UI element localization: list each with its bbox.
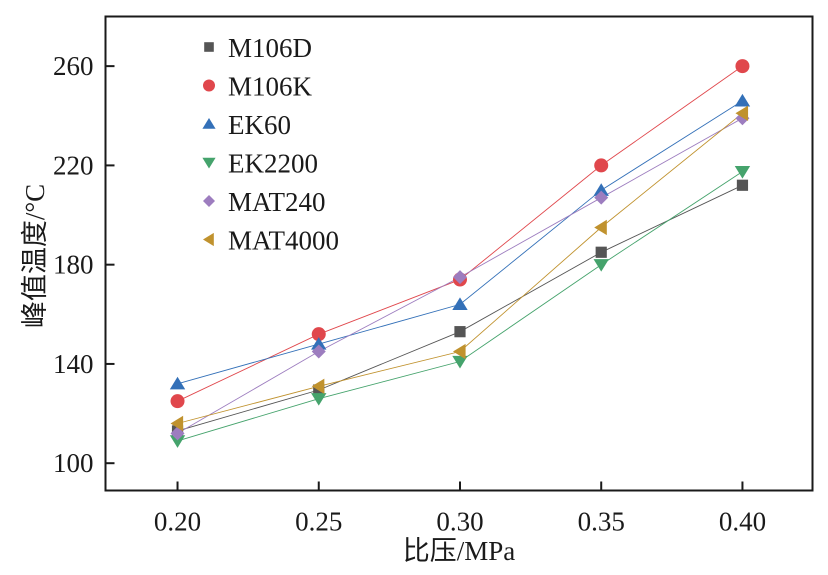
data-point-ek60 [734,93,751,107]
x-axis-title: 比压/MPa [403,536,516,566]
data-point-mat240 [311,344,326,359]
legend-marker-m106d [204,42,214,52]
legend-label: EK60 [228,110,291,140]
data-point-m106d [595,246,607,258]
data-point-m106d [736,179,749,191]
data-point-mat240 [594,190,609,205]
legend-label: EK2200 [228,149,318,179]
data-point-ek2200 [311,393,327,406]
x-axis: 0.20 0.25 0.30 0.35 0.40 [154,481,766,537]
legend-label: MAT240 [228,187,326,217]
data-point-ek2200 [169,435,186,448]
data-point-mat240 [170,426,185,441]
y-tick-label: 140 [53,349,94,379]
data-point-mat4000 [452,343,466,360]
data-point-m106k [311,327,326,342]
legend-marker-m106k [203,79,215,92]
data-point-m106d [454,326,466,338]
y-axis: 100 140 180 220 260 [53,51,115,478]
data-point-mat4000 [735,105,749,121]
legend-label: M106K [228,72,313,102]
y-tick-label: 260 [53,51,94,81]
data-point-mat240 [452,270,467,285]
data-point-ek2200 [452,355,468,369]
legend-marker-ek2200 [202,157,216,169]
x-tick-label: 0.40 [719,507,766,537]
legend-label: MAT4000 [228,226,339,256]
legend: M106D M106K EK60 EK2200 MAT240 MAT4000 [202,33,339,256]
data-point-m106k [170,394,185,409]
data-point-mat4000 [311,378,325,394]
x-tick-label: 0.25 [295,507,342,537]
data-point-m106k [594,158,609,173]
data-point-ek2200 [734,166,751,179]
data-point-ek60 [169,376,186,390]
y-tick-label: 180 [53,250,94,280]
legend-marker-ek60 [202,118,216,129]
data-point-ek60 [593,183,609,196]
data-point-m106k [735,59,750,74]
x-tick-label: 0.20 [154,507,201,537]
legend-marker-mat4000 [203,232,214,247]
y-tick-label: 220 [53,150,94,180]
y-tick-label: 100 [53,448,94,478]
data-point-ek60 [311,337,327,350]
legend-label: M106D [228,33,312,63]
x-tick-label: 0.35 [578,507,625,537]
x-tick-label: 0.30 [436,507,483,537]
data-point-ek60 [452,297,468,310]
series-markers [169,59,751,448]
legend-marker-mat240 [203,195,215,207]
y-axis-title: 峰值温度/°C [20,184,50,328]
data-point-mat4000 [170,415,184,432]
data-point-ek2200 [593,259,609,272]
data-point-mat4000 [594,219,607,236]
